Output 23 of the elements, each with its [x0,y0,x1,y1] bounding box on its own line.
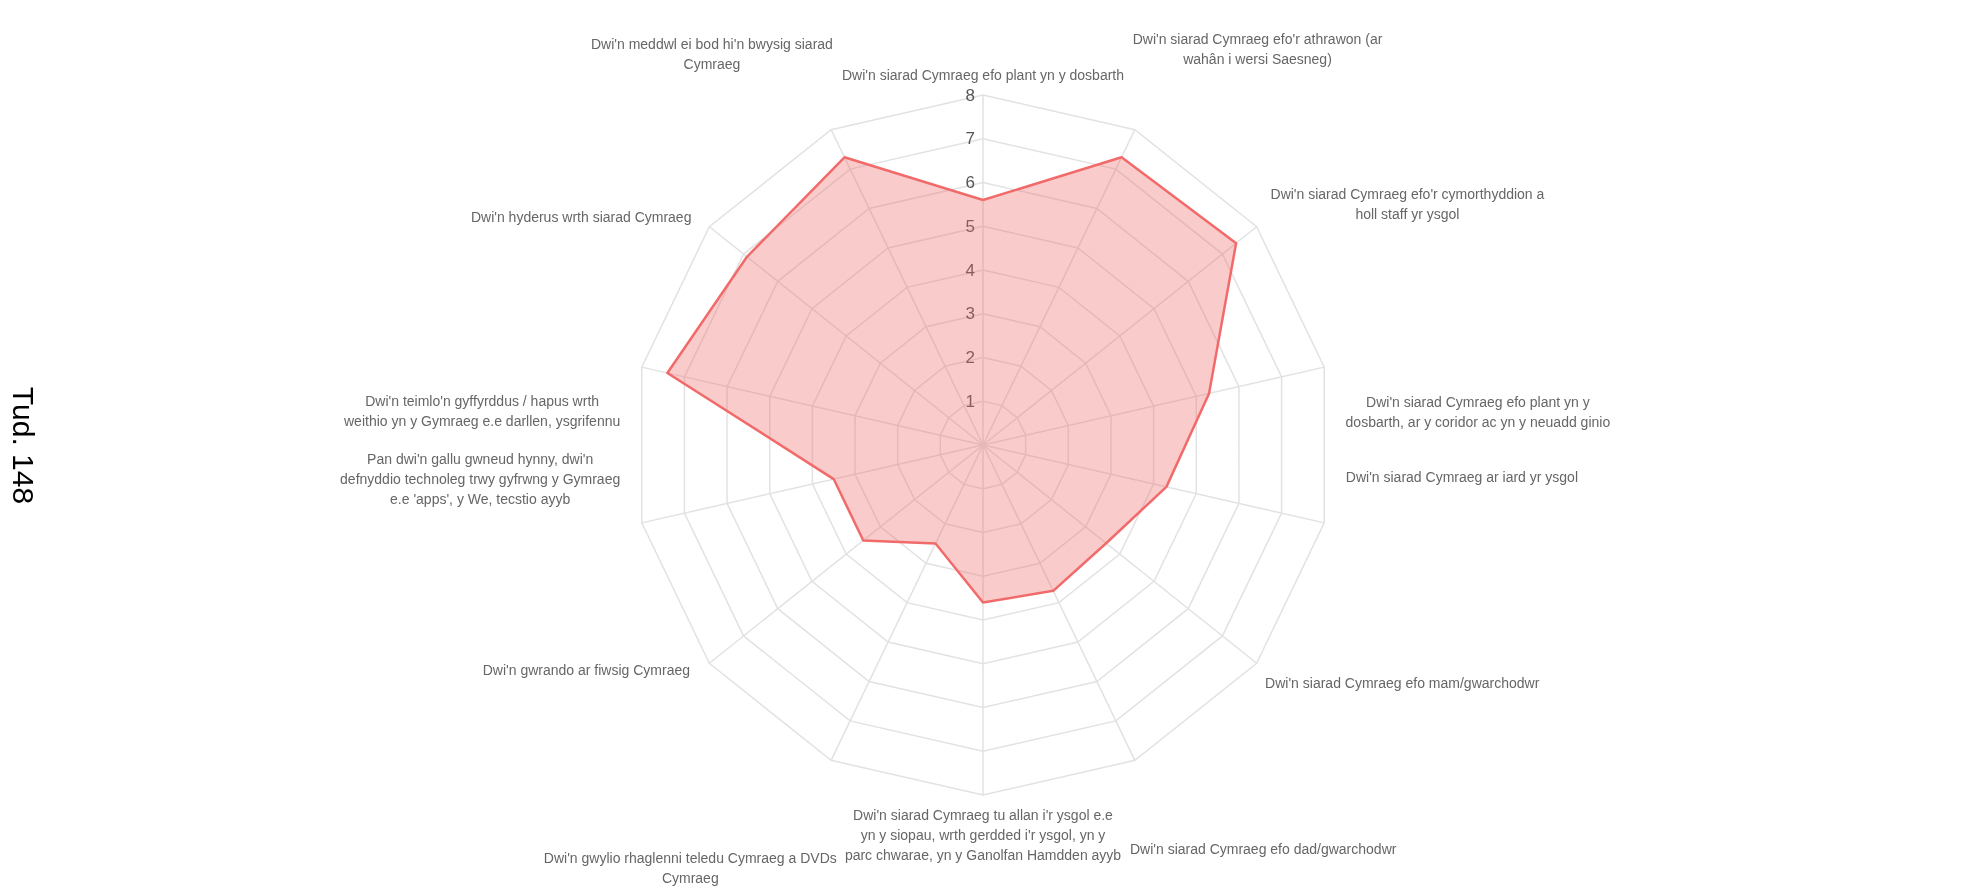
text: Tud. 148 [6,386,40,505]
spoke-label: Dwi'n siarad Cymraeg efo'r cymorthyddion a holl staff yr ysgol [1270,186,1545,223]
y-tick-label: 6 [965,173,975,192]
spoke-label: Dwi'n siarad Cymraeg efo plant yn y dosbarth, ar y coridor ac yn y neuadd ginio [1345,393,1611,430]
spoke-label: Dwi'n gwrando ar fiwsig Cymraeg [482,662,691,679]
spoke-label: Pan dwi'n gallu gwneud hynny, dwi'n defnyddio technoleg trwy gyfrwng y Gymraeg e.e 'apps', y We, tecstio ayyb [340,450,621,507]
spoke-label: Dwi'n siarad Cymraeg efo mam/gwarchodwr [1265,674,1540,691]
spoke-label: Dwi'n teimlo'n gyffyrddus / hapus wrth weithio yn y Gymraeg e.e darllen, ysgrifennu [343,393,621,430]
y-tick-label: 1 [965,391,975,411]
y-tick-label: 2 [965,348,975,367]
spoke-label: Dwi'n siarad Cymraeg tu allan i'r ysgol e.e yn y siopau, wrth gerdded i'r ysgol, yn y parc chwarae, yn y Ganolfan Hamdden ayyb [844,807,1122,863]
spoke-label: Dwi'n siarad Cymraeg efo dad/gwarchodwr [1129,841,1397,858]
y-tick-label: 3 [965,304,975,324]
spoke-label: Dwi'n hyderus wrth siarad Cymraeg [470,209,692,225]
spoke-label: Dwi'n siarad Cymraeg efo plant yn y dosbarth [841,67,1125,83]
spoke-label: Dwi'n siarad Cymraeg efo'r athrawon (ar wahân i wersi Saesneg) [1132,30,1383,67]
y-tick-label: 7 [965,129,975,149]
spoke-label: Dwi'n gwylio rhaglenni teledu Cymraeg a DVDs Cymraeg [543,849,837,886]
spoke-label: Dwi'n meddwl ei bod hi'n bwysig siarad Cymraeg [590,35,833,72]
y-tick-label: 5 [965,216,975,236]
spoke-label: Dwi'n siarad Cymraeg ar iard yr ysgol [1345,469,1579,486]
y-tick-label: 4 [965,260,975,280]
y-tick-label: 8 [965,85,975,105]
